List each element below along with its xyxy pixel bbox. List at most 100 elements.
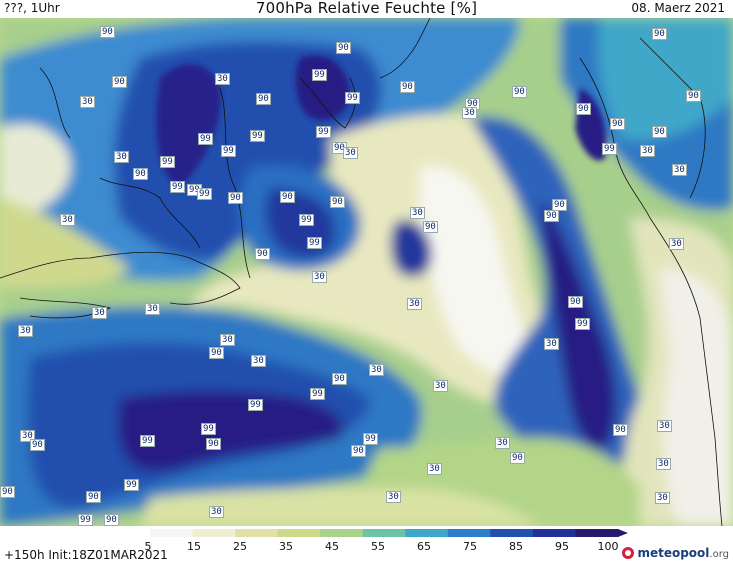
contour-label: 90 xyxy=(510,452,525,464)
contour-label: 90 xyxy=(280,191,295,203)
humidity-map: 90 90 30 30 99 90 99 90 90 99 99 99 99 90 30 99 30 90 99 99… xyxy=(0,18,733,526)
contour-label: 99 xyxy=(363,433,378,445)
contour-label: 99 xyxy=(160,156,175,168)
contour-label: 99 xyxy=(201,423,216,435)
contour-label: 99 xyxy=(124,479,139,491)
contour-label: 30 xyxy=(495,437,510,449)
contour-label: 90 xyxy=(351,445,366,457)
contour-label: 99 xyxy=(575,318,590,330)
contour-label: 90 xyxy=(112,76,127,88)
legend-swatch xyxy=(405,529,449,537)
contour-label: 90 xyxy=(610,118,625,130)
contour-label: 90 xyxy=(568,296,583,308)
contour-label: 90 xyxy=(652,126,667,138)
contour-label: 30 xyxy=(433,380,448,392)
legend-tick-label: 15 xyxy=(187,540,201,553)
contour-label: 99 xyxy=(345,92,360,104)
brand-name: meteopool xyxy=(637,546,710,560)
contour-label: 30 xyxy=(672,164,687,176)
contour-label: 90 xyxy=(0,486,15,498)
contour-label: 99 xyxy=(307,237,322,249)
legend-tick-label: 35 xyxy=(279,540,293,553)
contour-label: 99 xyxy=(312,69,327,81)
color-legend-bar xyxy=(150,529,628,537)
contour-label: 30 xyxy=(369,364,384,376)
contour-label: 30 xyxy=(410,207,425,219)
header-bar: ???, 1Uhr 700hPa Relative Feuchte [%] 08… xyxy=(0,0,733,18)
legend-swatch xyxy=(532,529,576,537)
contour-label: 90 xyxy=(104,514,119,526)
contour-label: 30 xyxy=(427,463,442,475)
contour-label: 30 xyxy=(656,458,671,470)
brand-logo[interactable]: meteopool.org xyxy=(622,546,729,560)
contour-label: 30 xyxy=(312,271,327,283)
contour-label: 90 xyxy=(228,192,243,204)
contour-label: 30 xyxy=(343,147,358,159)
contour-label: 90 xyxy=(330,196,345,208)
run-info-label: +150h Init:18Z01MAR2021 xyxy=(4,548,168,562)
map-title: 700hPa Relative Feuchte [%] xyxy=(255,0,478,17)
legend-tick-label: 95 xyxy=(555,540,569,553)
legend-swatch xyxy=(575,529,619,537)
legend-tick-label: 65 xyxy=(417,540,431,553)
contour-label: 99 xyxy=(221,145,236,157)
contour-label: 30 xyxy=(145,303,160,315)
legend-tick-label: 25 xyxy=(233,540,247,553)
brand-suffix: .org xyxy=(709,549,729,560)
contour-label: 30 xyxy=(544,338,559,350)
contour-label: 30 xyxy=(60,214,75,226)
contour-label: 30 xyxy=(462,107,477,119)
contour-label: 90 xyxy=(686,90,701,102)
contour-label: 30 xyxy=(18,325,33,337)
contour-label: 90 xyxy=(30,439,45,451)
contour-label: 90 xyxy=(100,26,115,38)
contour-label: 99 xyxy=(197,188,212,200)
contour-label: 30 xyxy=(215,73,230,85)
contour-label: 30 xyxy=(114,151,129,163)
humidity-field xyxy=(0,18,733,526)
contour-label: 90 xyxy=(400,81,415,93)
contour-label: 30 xyxy=(407,298,422,310)
legend-tick-label: 85 xyxy=(509,540,523,553)
legend-swatch xyxy=(447,529,491,537)
contour-label: 90 xyxy=(255,248,270,260)
legend-swatch xyxy=(192,529,236,537)
legend-tick-label: 45 xyxy=(325,540,339,553)
contour-label: 30 xyxy=(640,145,655,157)
contour-label: 90 xyxy=(613,424,628,436)
contour-label: 90 xyxy=(652,28,667,40)
contour-label: 99 xyxy=(316,126,331,138)
legend-swatch xyxy=(362,529,406,537)
contour-label: 99 xyxy=(602,143,617,155)
contour-label: 99 xyxy=(140,435,155,447)
legend-tick-label: 100 xyxy=(597,540,619,553)
contour-label: 30 xyxy=(209,506,224,518)
contour-label: 30 xyxy=(92,307,107,319)
contour-label: 30 xyxy=(386,491,401,503)
contour-label: 30 xyxy=(669,238,684,250)
contour-label: 99 xyxy=(198,133,213,145)
legend-swatch xyxy=(277,529,321,537)
legend-arrow xyxy=(618,529,628,537)
contour-label: 90 xyxy=(512,86,527,98)
contour-label: 99 xyxy=(310,388,325,400)
legend-tick-label: 5 xyxy=(144,540,152,553)
contour-label: 30 xyxy=(220,334,235,346)
valid-date-label: 08. Maerz 2021 xyxy=(631,1,725,15)
contour-label: 90 xyxy=(256,93,271,105)
contour-label: 30 xyxy=(251,355,266,367)
contour-label: 90 xyxy=(544,210,559,222)
legend-tick-label: 75 xyxy=(463,540,477,553)
meteopool-logo-icon xyxy=(622,547,635,559)
contour-label: 99 xyxy=(78,514,93,526)
contour-label: 90 xyxy=(206,438,221,450)
legend-swatch xyxy=(490,529,534,537)
contour-label: 90 xyxy=(209,347,224,359)
legend-tick-label: 55 xyxy=(371,540,385,553)
contour-label: 99 xyxy=(170,181,185,193)
contour-label: 90 xyxy=(576,103,591,115)
contour-label: 99 xyxy=(248,399,263,411)
contour-label: 90 xyxy=(332,373,347,385)
valid-day-label: ???, 1Uhr xyxy=(4,1,60,15)
contour-label: 30 xyxy=(657,420,672,432)
